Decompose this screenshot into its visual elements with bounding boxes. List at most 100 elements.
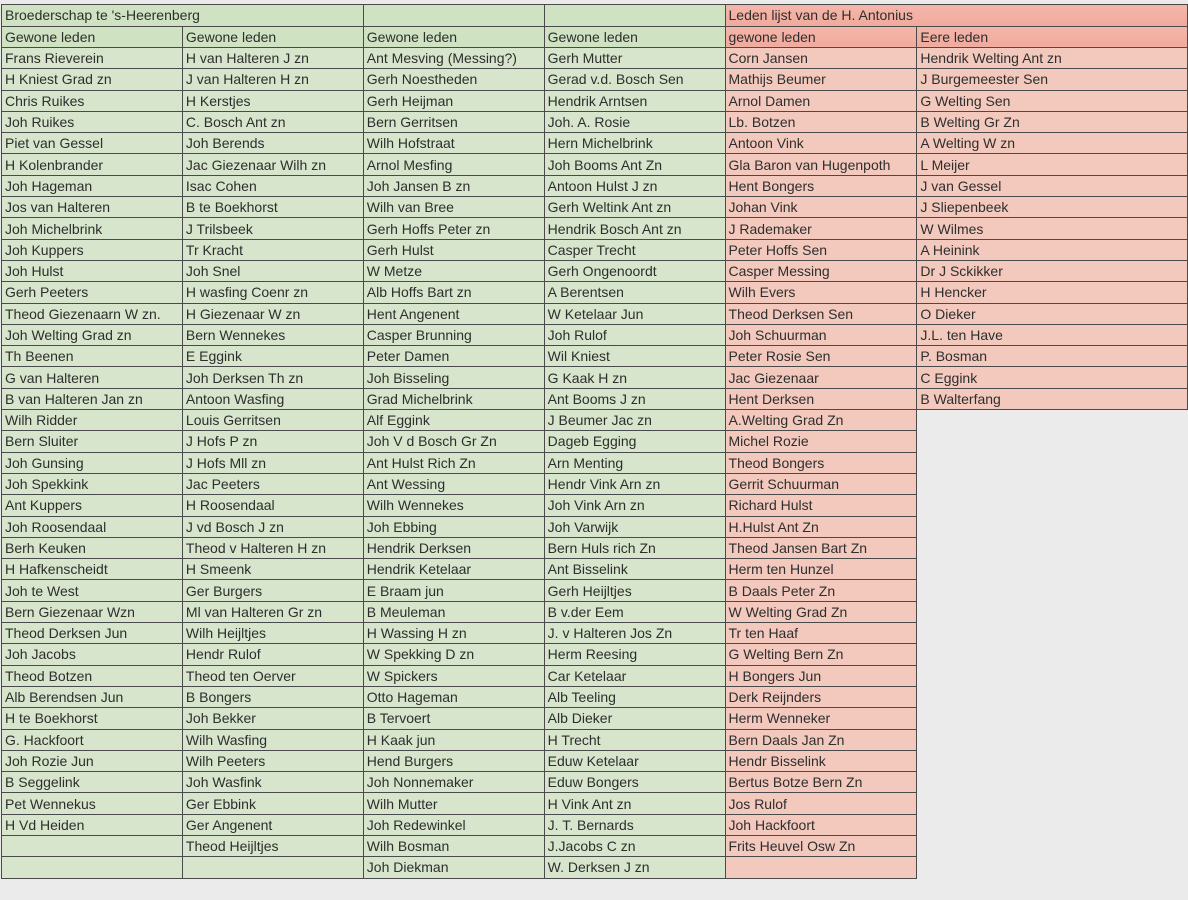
column-header: gewone leden xyxy=(724,25,918,48)
member-cell: Herm Reesing xyxy=(543,643,726,666)
member-cell: Gerh Weltink Ant zn xyxy=(543,196,726,219)
member-cell: H Kerstjes xyxy=(181,89,364,112)
member-cell: Joh Nonnemaker xyxy=(362,771,545,794)
table-row: Piet van Gessel Joh Berends Wilh Hofstraat… xyxy=(1,132,1188,155)
table-row: Ant Kuppers H Roosendaal Wilh Wennekes Joh … xyxy=(1,494,1188,517)
member-cell: Joh Ebbing xyxy=(362,515,545,538)
table-row: Pet Wennekus Ger Ebbink Wilh Mutter H Vink … xyxy=(1,792,1188,815)
member-cell: W Spekking D zn xyxy=(362,643,545,666)
member-cell: Theod v Halteren H zn xyxy=(181,536,364,560)
member-cell xyxy=(1,856,183,879)
member-cell: Herm Wenneker xyxy=(724,707,918,730)
member-cell: Joh Ruikes xyxy=(1,110,183,134)
empty-title-cell xyxy=(543,4,726,27)
member-cell: Antoon Vink xyxy=(724,132,918,155)
member-cell: Theod Jansen Bart Zn xyxy=(724,536,918,560)
member-cell: C Eggink xyxy=(916,366,1188,389)
empty-area xyxy=(917,601,1188,622)
member-cell: Bern Sluiter xyxy=(1,430,183,453)
member-cell: Wilh Hofstraat xyxy=(362,132,545,155)
table-row: Joh Ruikes C. Bosch Ant zn Bern Gerritsen J… xyxy=(1,110,1188,134)
member-cell: Louis Gerritsen xyxy=(181,409,364,432)
member-cell: A Berentsen xyxy=(543,281,726,304)
member-cell: Hendrik Arntsen xyxy=(543,89,726,112)
empty-area xyxy=(917,729,1188,750)
member-cell: Hendrik Welting Ant zn xyxy=(916,46,1188,70)
member-cell: Joh te West xyxy=(1,579,183,602)
member-cell: Wilh Wennekes xyxy=(362,494,545,517)
table-row: Theod Botzen Theod ten Oerver W Spickers Ca… xyxy=(1,664,1188,687)
member-cell: J Burgemeester Sen xyxy=(916,68,1188,91)
column-header: Gewone leden xyxy=(1,25,183,48)
member-cell: A.Welting Grad Zn xyxy=(724,409,918,432)
member-cell: Michel Rozie xyxy=(724,430,918,453)
member-cell: Tr Kracht xyxy=(181,238,364,261)
member-cell: Joh Gunsing xyxy=(1,451,183,474)
empty-area xyxy=(917,473,1188,494)
column-header: Gewone leden xyxy=(362,25,545,48)
member-cell: Joh Wasfink xyxy=(181,771,364,794)
member-cell: W. Derksen J zn xyxy=(543,856,726,879)
member-cell: Pet Wennekus xyxy=(1,792,183,815)
member-cell: Arn Menting xyxy=(543,451,726,474)
empty-area xyxy=(917,708,1188,729)
member-cell: G. Hackfoort xyxy=(1,728,183,751)
member-cell: Joh Varwijk xyxy=(543,515,726,538)
table-row: Berh Keuken Theod v Halteren H zn Hendrik … xyxy=(1,536,1188,560)
table-row: Gerh Peeters H wasfing Coenr zn Alb Hoffs … xyxy=(1,281,1188,304)
member-cell: Alf Eggink xyxy=(362,409,545,432)
member-cell: J. T. Bernards xyxy=(543,813,726,836)
member-cell: Joh Bisseling xyxy=(362,366,545,389)
member-cell: Wilh Evers xyxy=(724,281,918,304)
member-cell: Alb Dieker xyxy=(543,707,726,730)
empty-area xyxy=(917,431,1188,452)
member-cell: H Roosendaal xyxy=(181,494,364,517)
member-cell xyxy=(181,856,364,879)
column-header: Eere leden xyxy=(916,25,1188,48)
member-cell: Hendrik Derksen xyxy=(362,536,545,560)
member-cell: Otto Hageman xyxy=(362,685,545,709)
member-cell: Bern Daals Jan Zn xyxy=(724,728,918,751)
member-cell: Gerh Ongenoordt xyxy=(543,259,726,283)
member-cell: Joh Hulst xyxy=(1,259,183,283)
table-row: Wilh Ridder Louis Gerritsen Alf Eggink J Be… xyxy=(1,409,1188,432)
member-cell: Corn Jansen xyxy=(724,46,918,70)
member-cell: J Hofs P zn xyxy=(181,430,364,453)
table-row: Joh Michelbrink J Trilsbeek Gerh Hoffs Pet… xyxy=(1,217,1188,240)
table-row: Theod Derksen Jun Wilh Heijltjes H Wassing… xyxy=(1,622,1188,645)
member-cell: Car Ketelaar xyxy=(543,664,726,687)
member-cell: A Heinink xyxy=(916,238,1188,261)
member-cell: H Kolenbrander xyxy=(1,153,183,176)
member-cell: E Eggink xyxy=(181,345,364,368)
member-cell: Mathijs Beumer xyxy=(724,68,918,91)
table-row: Joh Welting Grad zn Bern Wennekes Casper B… xyxy=(1,323,1188,347)
table-row: H Hafkenscheidt H Smeenk Hendrik Ketelaar A… xyxy=(1,558,1188,581)
table-row: B Seggelink Joh Wasfink Joh Nonnemaker Eduw… xyxy=(1,771,1188,794)
table-row: Jos van Halteren B te Boekhorst Wilh van B… xyxy=(1,196,1188,219)
member-cell: Theod Derksen Jun xyxy=(1,622,183,645)
table-row: Alb Berendsen Jun B Bongers Otto Hageman Al… xyxy=(1,685,1188,709)
member-cell: Wilh Heijltjes xyxy=(181,622,364,645)
title-row: Broederschap te 's-Heerenberg Leden lijs… xyxy=(1,4,1188,27)
member-cell: J Trilsbeek xyxy=(181,217,364,240)
member-cell: H Trecht xyxy=(543,728,726,751)
member-cell: Joh Rulof xyxy=(543,323,726,347)
member-cell: Joh Booms Ant Zn xyxy=(543,153,726,176)
member-cell: Gerh Noestheden xyxy=(362,68,545,91)
member-cell: Isac Cohen xyxy=(181,174,364,198)
member-cell: Ant Mesving (Messing?) xyxy=(362,46,545,70)
member-cell: Joh Vink Arn zn xyxy=(543,494,726,517)
member-cell: Hendr Vink Arn zn xyxy=(543,472,726,496)
broederschap-title: Broederschap te 's-Heerenberg xyxy=(1,4,364,27)
member-cell: P. Bosman xyxy=(916,345,1188,368)
member-cell: J.Jacobs C zn xyxy=(543,834,726,858)
member-cell: G Welting Bern Zn xyxy=(724,643,918,666)
member-cell: B Meuleman xyxy=(362,600,545,624)
table-row: Frans Rieverein H van Halteren J zn Ant Me… xyxy=(1,46,1188,70)
member-cell: W Metze xyxy=(362,259,545,283)
member-cell: H wasfing Coenr zn xyxy=(181,281,364,304)
member-cell: Antoon Hulst J zn xyxy=(543,174,726,198)
member-cell: Jac Giezenaar xyxy=(724,366,918,389)
member-cell: Joh Jacobs xyxy=(1,643,183,666)
member-cell: Wilh Peeters xyxy=(181,749,364,773)
